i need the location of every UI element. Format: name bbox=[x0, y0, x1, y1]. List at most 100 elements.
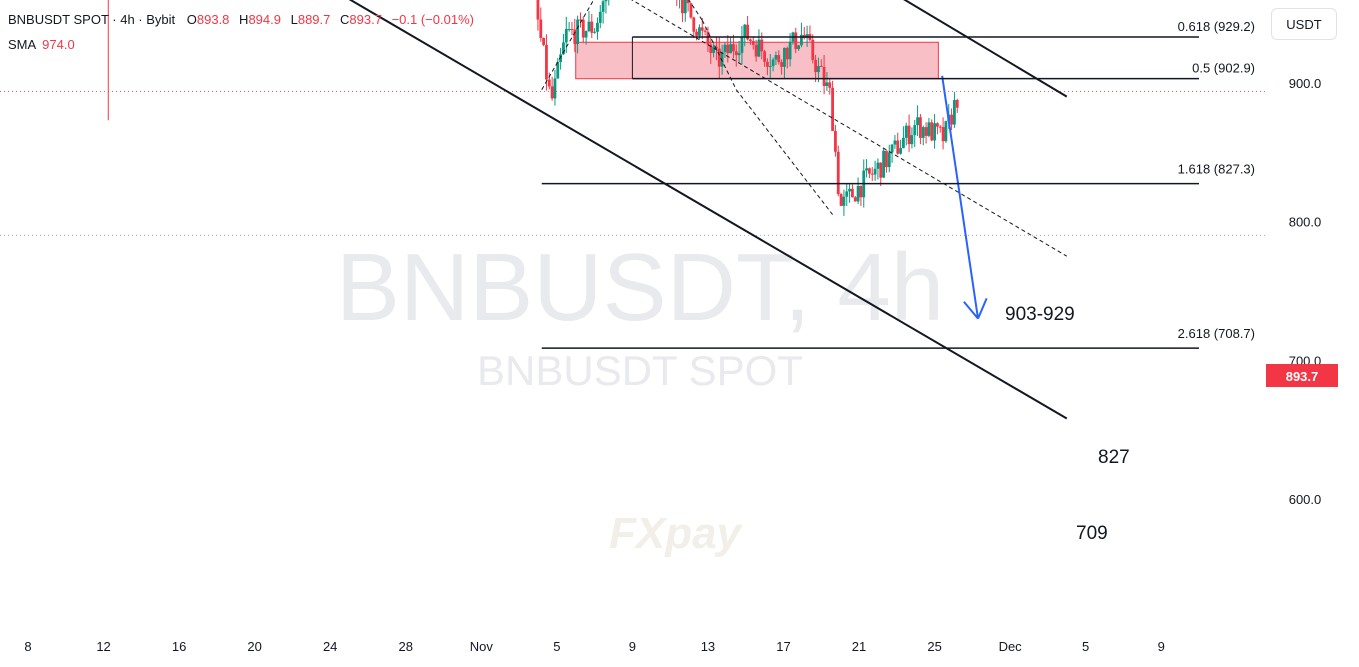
candle-body bbox=[859, 185, 863, 198]
fib-level-label: 1.618 (827.3) bbox=[1178, 162, 1255, 177]
candle-body bbox=[717, 48, 721, 67]
x-tick-label: 8 bbox=[24, 639, 31, 654]
change-value: −0.1 (−0.01%) bbox=[391, 12, 474, 27]
last-price-tag bbox=[1266, 364, 1338, 387]
dotted-levels bbox=[0, 90, 1266, 236]
candle-body bbox=[848, 188, 851, 192]
candle-body bbox=[692, 17, 696, 32]
x-tick-label: 21 bbox=[852, 639, 866, 654]
down-arrow-shaft bbox=[941, 75, 980, 319]
down-arrow-head bbox=[977, 297, 988, 320]
candle-body bbox=[570, 29, 574, 31]
open-label: O bbox=[186, 12, 197, 27]
zone-annotation: 903-929 bbox=[1005, 304, 1075, 325]
y-tick-label: 800.0 bbox=[1289, 215, 1322, 230]
candle-body bbox=[556, 61, 560, 79]
dashed-zigzag-line bbox=[735, 89, 833, 215]
target-827-annotation: 827 bbox=[1098, 447, 1130, 468]
candle-body bbox=[774, 55, 778, 60]
candle-body bbox=[754, 44, 758, 57]
open-value: 893.8 bbox=[196, 12, 230, 27]
candle-body bbox=[916, 117, 919, 126]
candle-body bbox=[766, 61, 769, 67]
candle-body bbox=[953, 100, 956, 125]
y-tick-label: 600.0 bbox=[1289, 492, 1322, 507]
time-axis: 8 12 16 20 24 28 Nov 5 9 13 17 21 25 Dec 5 9 bbox=[24, 639, 1164, 654]
candle-body bbox=[788, 41, 792, 60]
candle-body bbox=[562, 42, 565, 55]
sma-legend[interactable]: SMA 974.0 bbox=[8, 37, 75, 52]
price-axis: 600.0700.0800.0900.01,000.01,100.01,200.… bbox=[1289, 76, 1322, 507]
candle-body bbox=[545, 44, 548, 80]
candle-body bbox=[771, 59, 775, 67]
candle-body bbox=[785, 47, 789, 60]
fib-level-label: 2.618 (708.7) bbox=[1178, 326, 1255, 341]
candle-body bbox=[720, 51, 724, 67]
candle-body bbox=[751, 41, 755, 45]
candle-body bbox=[876, 162, 880, 169]
fib-level-label: 0.5 (902.9) bbox=[1192, 61, 1255, 76]
candle-body bbox=[763, 51, 766, 62]
candle-body bbox=[683, 0, 687, 14]
candle-body bbox=[732, 44, 735, 52]
x-tick-label: 20 bbox=[247, 639, 261, 654]
high-value: 894.9 bbox=[248, 12, 281, 27]
candle-body bbox=[831, 87, 834, 131]
candle-body bbox=[768, 66, 772, 68]
low-value: 889.7 bbox=[297, 12, 331, 27]
candle-body bbox=[893, 140, 897, 145]
candle-body bbox=[587, 21, 591, 32]
candle-body bbox=[783, 47, 786, 67]
candle-body bbox=[842, 196, 846, 206]
candle-body bbox=[870, 173, 874, 175]
candle-body bbox=[726, 44, 730, 54]
target-709-annotation: 709 bbox=[1076, 523, 1108, 544]
candle-body bbox=[695, 31, 699, 36]
candle-body bbox=[743, 24, 747, 37]
candle-body bbox=[760, 39, 764, 52]
chart-watermark-sub: BNBUSDT SPOT bbox=[477, 347, 803, 394]
candle-body bbox=[927, 122, 931, 136]
candle-body bbox=[805, 34, 809, 38]
candle-body bbox=[590, 21, 594, 33]
candle-body bbox=[836, 151, 840, 195]
candle-body bbox=[734, 51, 738, 56]
candle-body bbox=[539, 19, 543, 38]
candle-body bbox=[955, 100, 959, 108]
candle-body bbox=[700, 27, 704, 31]
close-label: C bbox=[340, 12, 350, 27]
candle-body bbox=[581, 19, 585, 38]
candle-body bbox=[740, 36, 744, 53]
candle-body bbox=[822, 67, 826, 86]
candle-body bbox=[601, 1, 605, 12]
candles bbox=[107, 0, 959, 216]
candle-body bbox=[853, 197, 857, 202]
fib-level-label: 0.618 (929.2) bbox=[1178, 19, 1255, 34]
candle-body bbox=[817, 66, 820, 73]
high-label: H bbox=[239, 12, 249, 27]
candle-body bbox=[865, 168, 868, 171]
candle-body bbox=[780, 62, 783, 67]
candle-body bbox=[573, 29, 577, 45]
candle-body bbox=[559, 54, 563, 62]
candle-body bbox=[921, 127, 925, 138]
currency-button[interactable]: USDT bbox=[1271, 8, 1337, 40]
candle-body bbox=[553, 78, 557, 99]
candle-body bbox=[579, 19, 582, 21]
candle-body bbox=[930, 122, 934, 141]
candle-body bbox=[749, 39, 752, 42]
candle-body bbox=[899, 148, 902, 154]
candle-body bbox=[904, 125, 908, 138]
candle-body bbox=[536, 0, 540, 20]
low-label: L bbox=[290, 12, 298, 27]
candle-body bbox=[885, 150, 888, 168]
dashed-zigzag-line bbox=[688, 0, 703, 21]
x-tick-label: 12 bbox=[96, 639, 110, 654]
candle-body bbox=[698, 27, 701, 36]
candle-body bbox=[839, 194, 843, 206]
channel-lower-line bbox=[348, 0, 1068, 420]
candle-body bbox=[825, 82, 829, 86]
candle-body bbox=[896, 140, 900, 154]
candle-body bbox=[681, 0, 684, 14]
